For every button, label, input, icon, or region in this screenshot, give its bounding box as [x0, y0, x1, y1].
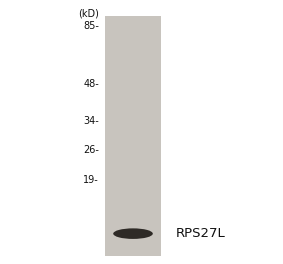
- Bar: [105, 16, 161, 256]
- Text: (kD): (kD): [78, 8, 99, 18]
- Text: 26-: 26-: [83, 145, 99, 155]
- Text: 85-: 85-: [83, 21, 99, 31]
- Text: 34-: 34-: [83, 116, 99, 126]
- Ellipse shape: [113, 228, 153, 239]
- Text: 48-: 48-: [83, 79, 99, 89]
- Text: 19-: 19-: [83, 175, 99, 185]
- Text: RPS27L: RPS27L: [175, 227, 225, 240]
